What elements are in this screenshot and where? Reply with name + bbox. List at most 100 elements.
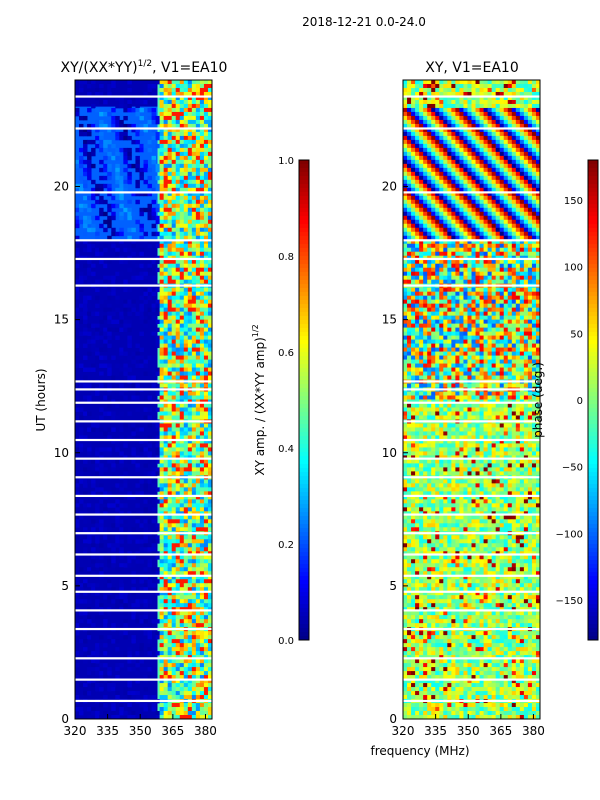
heatmap-cell — [191, 227, 197, 233]
heatmap-cell — [183, 431, 189, 436]
heatmap-cell — [163, 307, 169, 313]
heatmap-cell — [115, 247, 120, 253]
heatmap-cell — [155, 635, 161, 640]
heatmap-cell — [115, 447, 120, 452]
heatmap-cell — [207, 679, 213, 684]
heatmap-cell — [95, 631, 100, 636]
heatmap-cell — [447, 95, 452, 101]
colorbar-step — [299, 452, 309, 457]
heatmap-cell — [107, 303, 112, 309]
heatmap-cell — [463, 95, 468, 101]
heatmap-cell — [199, 87, 205, 93]
heatmap-cell — [199, 439, 205, 444]
heatmap-cell — [531, 159, 537, 165]
heatmap-cell — [131, 447, 136, 452]
heatmap-cell — [203, 515, 209, 520]
heatmap-cell — [171, 675, 177, 680]
heatmap-cell — [199, 80, 205, 85]
heatmap-cell — [175, 591, 181, 596]
heatmap-cell — [187, 643, 193, 648]
heatmap-cell — [195, 251, 201, 257]
heatmap-cell — [131, 603, 136, 608]
heatmap-cell — [83, 683, 88, 688]
heatmap-cell — [439, 115, 444, 121]
heatmap-cell — [139, 191, 144, 197]
heatmap-cell — [423, 91, 428, 97]
heatmap-cell — [175, 123, 181, 129]
heatmap-cell — [167, 415, 173, 420]
heatmap-cell — [515, 195, 521, 201]
heatmap-cell — [159, 347, 165, 352]
heatmap-cell — [159, 323, 165, 329]
heatmap-cell — [155, 383, 161, 388]
heatmap-cell — [167, 251, 173, 257]
heatmap-cell — [187, 295, 193, 301]
heatmap-cell — [199, 667, 205, 672]
heatmap-cell — [199, 175, 205, 181]
heatmap-cell — [167, 171, 173, 177]
heatmap-cell — [187, 443, 193, 448]
heatmap-cell — [123, 159, 128, 165]
heatmap-cell — [451, 119, 456, 125]
heatmap-cell — [207, 331, 213, 336]
heatmap-cell — [463, 159, 468, 165]
heatmap-cell — [199, 675, 205, 680]
heatmap-cell — [175, 243, 181, 249]
heatmap-cell — [95, 347, 100, 352]
heatmap-cell — [463, 219, 468, 225]
heatmap-cell — [203, 675, 209, 680]
heatmap-cell — [159, 543, 165, 548]
heatmap-cell — [199, 587, 205, 592]
heatmap-cell — [103, 155, 108, 161]
heatmap-cell — [143, 407, 148, 412]
heatmap-cell — [191, 523, 197, 528]
heatmap-cell — [411, 187, 416, 193]
heatmap-cell — [515, 139, 521, 145]
heatmap-cell — [187, 247, 193, 253]
heatmap-cell — [195, 315, 201, 321]
heatmap-cell — [203, 487, 209, 492]
heatmap-cell — [75, 663, 80, 668]
heatmap-cell — [135, 503, 140, 508]
heatmap-cell — [531, 191, 537, 197]
heatmap-cell — [91, 635, 96, 640]
heatmap-cell — [175, 219, 181, 225]
heatmap-cell — [503, 111, 509, 117]
heatmap-cell — [407, 175, 412, 181]
heatmap-cell — [83, 467, 88, 472]
heatmap-cell — [147, 471, 152, 476]
heatmap-cell — [195, 235, 201, 241]
heatmap-cell — [83, 307, 88, 313]
y-tick-label: 10 — [54, 446, 69, 460]
heatmap-cell — [187, 535, 193, 540]
heatmap-cell — [507, 207, 513, 213]
heatmap-cell — [115, 639, 120, 644]
heatmap-cell — [95, 87, 100, 93]
heatmap-cell — [115, 319, 120, 325]
heatmap-cell — [75, 391, 80, 396]
heatmap-cell — [187, 547, 193, 552]
heatmap-cell — [203, 187, 209, 193]
heatmap-cell — [527, 115, 533, 121]
heatmap-cell — [107, 335, 112, 340]
heatmap-cell — [163, 611, 169, 616]
heatmap-cell — [451, 151, 456, 157]
heatmap-cell — [163, 119, 169, 125]
heatmap-cell — [171, 559, 177, 564]
heatmap-cell — [423, 99, 428, 105]
heatmap-cell — [83, 647, 88, 652]
heatmap-cell — [127, 247, 132, 253]
heatmap-cell — [163, 615, 169, 620]
heatmap-cell — [535, 111, 541, 117]
heatmap-cell — [171, 343, 177, 348]
heatmap-cell — [499, 215, 505, 221]
heatmap-cell — [151, 439, 156, 444]
heatmap-cell — [159, 195, 165, 201]
heatmap-cell — [99, 463, 104, 468]
heatmap-cell — [175, 411, 181, 416]
heatmap-cell — [187, 175, 193, 181]
heatmap-cell — [171, 403, 177, 408]
heatmap-cell — [411, 139, 416, 145]
heatmap-cell — [95, 231, 100, 237]
heatmap-cell — [195, 435, 201, 440]
